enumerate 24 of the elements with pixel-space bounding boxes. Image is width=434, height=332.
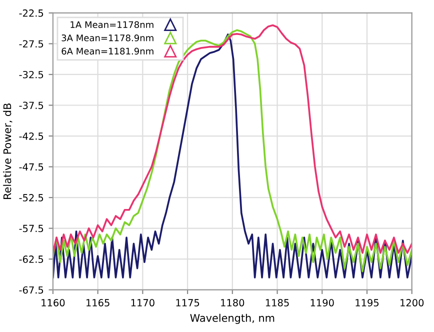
x-tick-label: 1190	[310, 299, 334, 306]
y-tick-label: -32.5	[19, 70, 44, 78]
x-tick-label: 1195	[356, 299, 379, 306]
y-tick-label: -67.5	[19, 286, 44, 294]
y-tick-label: -27.5	[19, 40, 44, 48]
x-tick-label: 1165	[86, 299, 110, 306]
x-tick-label: 1185	[266, 299, 289, 306]
legend-label: 6A Mean=1181.9nm	[62, 48, 154, 55]
legend-label: 1A Mean=1178nm	[70, 21, 154, 28]
y-tick-label: -47.5	[19, 163, 44, 171]
legend-label: 3A Mean=1178.9nm	[62, 34, 154, 42]
y-tick-label: -37.5	[19, 102, 44, 110]
y-tick-label: -42.5	[19, 132, 44, 140]
y-tick-label: -62.5	[19, 256, 44, 263]
y-tick-label: -52.5	[19, 194, 44, 202]
x-tick-label: 1175	[176, 299, 200, 306]
y-tick-label: -57.5	[19, 224, 44, 232]
x-tick-label: 1170	[131, 299, 154, 306]
x-axis-title: Wavelength, nm	[190, 314, 274, 324]
y-tick-label: -22.5	[19, 9, 44, 17]
x-tick-label: 1160	[42, 299, 65, 306]
x-tick-label: 1200	[400, 299, 424, 306]
x-tick-label: 1180	[221, 299, 244, 306]
y-axis-title: Relative Power, dB	[3, 104, 12, 199]
